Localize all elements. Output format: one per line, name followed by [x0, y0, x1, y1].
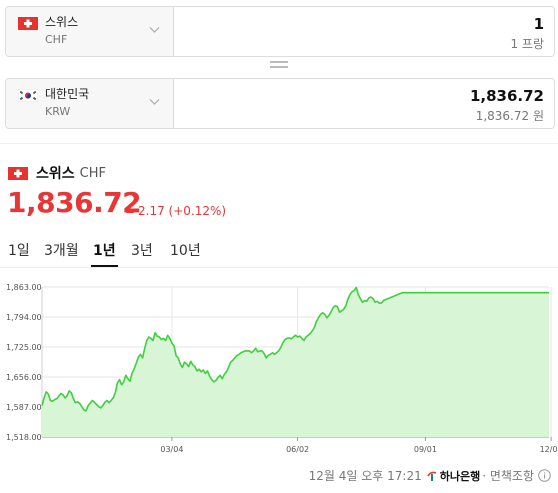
equals-icon: [270, 61, 288, 68]
swiss-flag-icon: [8, 166, 28, 180]
x-tick-label: 12/01: [540, 445, 558, 454]
disclaimer-link[interactable]: · 면책조항: [482, 469, 534, 483]
to-currency-select[interactable]: 대한민국 KRW: [6, 79, 174, 128]
tab-3m[interactable]: 3개월: [44, 243, 79, 259]
y-tick-label: 1,518.00: [6, 433, 42, 442]
update-timestamp: 12월 4일 오후 17:21: [308, 469, 422, 483]
to-amount-value: 1,836.72: [469, 87, 544, 105]
y-tick-label: 1,656.00: [6, 373, 42, 382]
rate-chart[interactable]: 1,863.00 1,794.00 1,725.00 1,656.00 1,587.00…: [0, 280, 558, 460]
y-tick-label: 1,725.00: [6, 343, 42, 352]
active-tab-indicator: [91, 265, 118, 267]
to-currency-row: 대한민국 KRW 1,836.72 1,836.72 원: [5, 78, 555, 129]
tab-1d[interactable]: 1일: [8, 243, 30, 259]
to-amount-text: 1,836.72 원: [475, 109, 544, 123]
to-currency-code: KRW: [45, 105, 71, 118]
korea-flag-icon: [18, 89, 38, 102]
x-tick-label: 09/01: [414, 445, 437, 454]
from-amount-text: 1 프랑: [510, 37, 544, 51]
detail-currency-code: CHF: [79, 165, 106, 181]
from-currency-code: CHF: [45, 33, 68, 46]
current-rate: 1,836.72: [7, 186, 142, 219]
chevron-down-icon: [149, 27, 160, 33]
detail-title: 스위스 CHF: [8, 163, 106, 183]
from-currency-row: 스위스 CHF 1 1 프랑: [5, 6, 555, 57]
section-divider: [0, 143, 558, 144]
period-tabs: 1일 3개월 1년 3년 10년: [0, 238, 558, 267]
series-line: [41, 286, 549, 412]
y-tick-label: 1,863.00: [6, 283, 42, 292]
tab-1y[interactable]: 1년: [93, 243, 116, 259]
x-tick-label: 06/02: [286, 445, 309, 454]
from-currency-name: 스위스: [45, 15, 79, 29]
tab-3y[interactable]: 3년: [131, 243, 153, 259]
tabs-divider: [0, 267, 558, 268]
y-tick-label: 1,794.00: [6, 313, 42, 322]
to-currency-name: 대한민국: [45, 87, 90, 101]
detail-currency-name: 스위스: [36, 166, 75, 182]
chart-footer: 12월 4일 오후 17:21 하나은행 · 면책조항: [309, 467, 551, 484]
tab-10y[interactable]: 10년: [170, 243, 201, 259]
rate-change: 2.17 (+0.12%): [126, 204, 226, 218]
bank-name: 하나은행: [439, 469, 481, 483]
x-tick-label: 03/04: [160, 445, 183, 454]
rate-change-value: 2.17 (+0.12%): [138, 204, 227, 218]
from-amount-field[interactable]: 1 1 프랑: [174, 7, 554, 56]
area-fill: [42, 287, 549, 437]
bank-source: 하나은행: [426, 468, 480, 484]
from-currency-select[interactable]: 스위스 CHF: [6, 7, 174, 56]
hana-bank-logo-icon: [427, 471, 437, 481]
info-icon[interactable]: [538, 469, 551, 482]
y-tick-label: 1,587.00: [6, 403, 42, 412]
chevron-down-icon: [149, 99, 160, 105]
to-amount-field[interactable]: 1,836.72 1,836.72 원: [174, 79, 554, 128]
from-amount-value: 1: [533, 15, 544, 33]
swiss-flag-icon: [18, 17, 38, 30]
up-arrow-icon: [126, 208, 134, 213]
